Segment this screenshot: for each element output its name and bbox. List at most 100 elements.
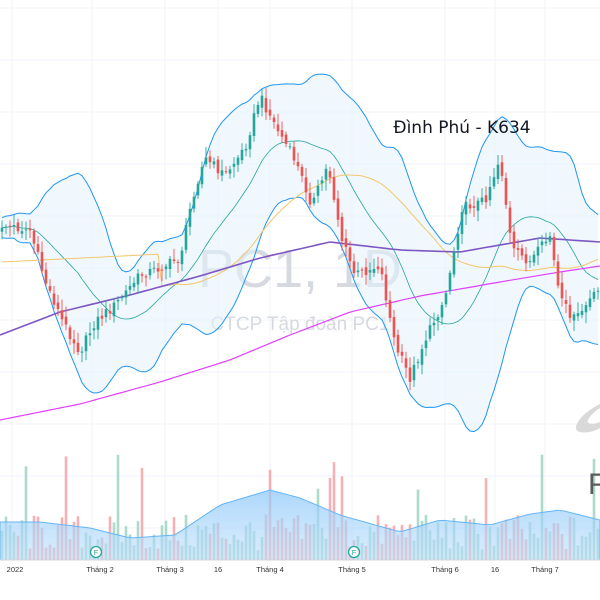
candle (176, 259, 180, 273)
candle (44, 262, 48, 287)
candle (236, 155, 240, 173)
candle (124, 285, 128, 305)
event-marker-label: F (94, 548, 99, 557)
candle (276, 113, 280, 137)
x-tick-label: Tháng 2 (86, 565, 114, 574)
candle (152, 261, 156, 274)
candle (368, 262, 372, 280)
candle (0, 220, 4, 240)
candle (308, 182, 312, 209)
event-marker[interactable]: F (89, 545, 103, 559)
event-marker-label: F (352, 548, 357, 557)
x-tick-label: Tháng 6 (431, 565, 459, 574)
volume-bar (24, 466, 28, 560)
candle (296, 152, 300, 171)
candle (400, 344, 404, 363)
candle (336, 190, 340, 227)
event-marker[interactable]: F (347, 545, 361, 559)
candle (412, 356, 416, 387)
candle (8, 220, 12, 237)
candle (256, 101, 260, 118)
candle (576, 302, 580, 322)
candle (396, 329, 400, 357)
candle (424, 330, 428, 357)
bollinger-lower-band (1, 196, 599, 433)
candle (180, 246, 184, 272)
candle (360, 267, 364, 278)
candle (376, 256, 380, 274)
candle (560, 272, 564, 307)
volume-bar (416, 489, 420, 560)
candle (252, 104, 256, 142)
candle (388, 291, 392, 323)
candle (84, 332, 88, 361)
candle (568, 296, 572, 323)
candle (72, 329, 76, 354)
candle (484, 186, 488, 209)
candle (200, 161, 204, 189)
candle (64, 306, 68, 331)
logo-letter: F (588, 468, 600, 501)
candle (188, 202, 192, 236)
candle (452, 247, 456, 278)
candle (300, 163, 304, 183)
candle (372, 258, 376, 277)
candle (96, 308, 100, 340)
candle (544, 232, 548, 247)
candle (520, 244, 524, 260)
candle (508, 201, 512, 244)
candle (280, 121, 284, 143)
candle (52, 285, 56, 309)
candle (496, 155, 500, 184)
candle (216, 155, 220, 180)
candle (552, 232, 556, 267)
candle (420, 344, 424, 375)
volume-bar (484, 478, 488, 560)
candle (440, 301, 444, 325)
candle (108, 303, 112, 320)
candle (80, 346, 84, 363)
candle (268, 99, 272, 121)
candle (120, 294, 124, 302)
candle (116, 296, 120, 310)
candle (588, 289, 592, 311)
candle (448, 270, 452, 295)
candle (316, 179, 320, 203)
candle (540, 234, 544, 253)
x-tick-label: 16 (214, 565, 222, 574)
candle (416, 358, 420, 369)
candle (20, 221, 24, 239)
candle (204, 147, 208, 167)
candle (320, 176, 324, 192)
candle (340, 212, 344, 251)
candle (476, 197, 480, 222)
candle (168, 255, 172, 278)
candle (28, 219, 32, 238)
bollinger-band-fill (2, 74, 598, 432)
candle (392, 309, 396, 346)
candle (292, 141, 296, 166)
moving-average-50 (1, 174, 599, 287)
candle (224, 166, 228, 175)
logo: F (576, 404, 600, 501)
candle (156, 262, 160, 279)
candle (352, 253, 356, 278)
candle (40, 241, 44, 275)
candle (76, 332, 80, 356)
watermark-description: CTCP Tập đoàn PC1 (211, 314, 390, 335)
volume-average-area (0, 489, 600, 561)
candle (480, 188, 484, 206)
candle (288, 142, 292, 150)
candle (408, 357, 412, 391)
candle (592, 287, 596, 303)
candle (192, 191, 196, 213)
candle (556, 254, 560, 289)
moving-average-100 (0, 237, 600, 336)
volume-bar (64, 456, 68, 560)
candle (16, 218, 20, 235)
bollinger-middle-line (1, 140, 599, 325)
candle (32, 228, 36, 254)
candle (160, 264, 164, 282)
candle (432, 312, 436, 336)
